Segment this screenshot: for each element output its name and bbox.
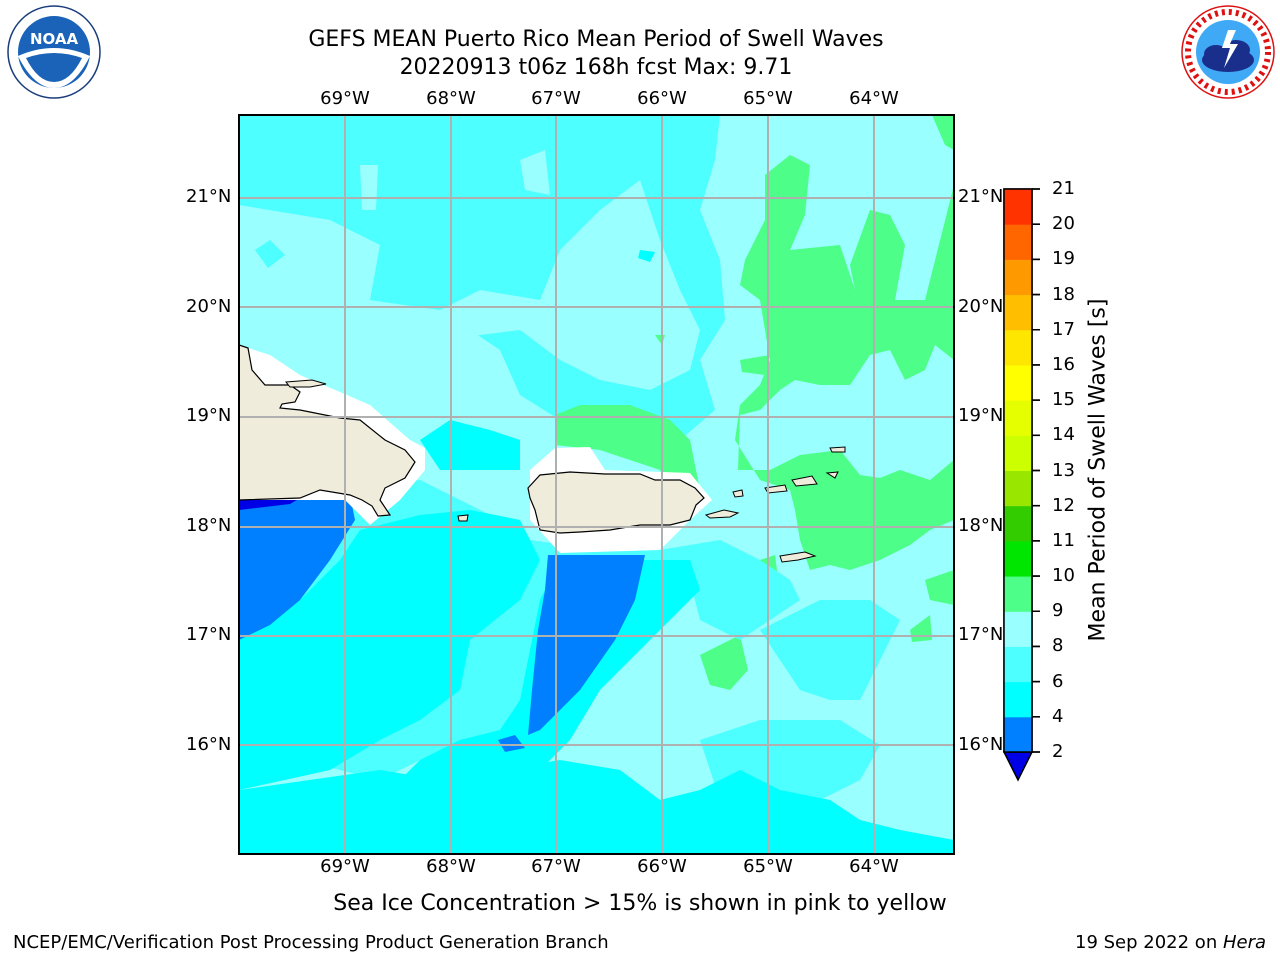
- lon-label-bottom: 64°W: [849, 856, 899, 877]
- lon-label-top: 67°W: [531, 88, 581, 109]
- colorbar-tick-label: 13: [1052, 459, 1075, 481]
- footer-host: Hera: [1222, 932, 1266, 953]
- lon-label-top: 66°W: [637, 88, 687, 109]
- contour-9-10: [932, 115, 954, 150]
- colorbar-segment: [1004, 259, 1032, 296]
- colorbar-under-arrow: [1002, 751, 1034, 782]
- colorbar-segment: [1004, 329, 1032, 366]
- colorbar-segment: [1004, 364, 1032, 401]
- hispaniola-land: [239, 344, 416, 517]
- colorbar-segment: [1004, 294, 1032, 331]
- map-title-line2: 20220913 t06z 168h fcst Max: 9.71: [399, 55, 793, 80]
- colorbar-segment: [1004, 189, 1032, 225]
- colorbar-segment: [1004, 224, 1032, 260]
- colorbar-tick-label: 20: [1052, 213, 1075, 235]
- colorbar-segment: [1004, 470, 1032, 507]
- lat-label-left: 19°N: [186, 405, 232, 426]
- footer-date-text: 19 Sep 2022 on: [1075, 932, 1223, 953]
- lon-label-top: 65°W: [743, 88, 793, 109]
- colorbar-tick-label: 4: [1052, 705, 1064, 727]
- colorbar-segment: [1004, 576, 1032, 612]
- colorbar-segment: [1004, 400, 1032, 436]
- colorbar-segment: [1004, 646, 1032, 683]
- colorbar-segment: [1004, 505, 1032, 542]
- noaa-logo: NOAA: [4, 4, 104, 100]
- colorbar-tick-label: 8: [1052, 635, 1064, 657]
- colorbar-tick-label: 16: [1052, 353, 1075, 375]
- colorbar-segment: [1004, 435, 1032, 471]
- colorbar-tick-label: 17: [1052, 318, 1075, 340]
- lat-label-left: 21°N: [186, 186, 232, 207]
- colorbar-segment: [1004, 716, 1032, 753]
- colorbar-segment: [1004, 435, 1032, 471]
- nws-logo: [1178, 4, 1278, 100]
- lat-label-right: 20°N: [958, 296, 1004, 317]
- colorbar-segment: [1004, 400, 1032, 436]
- colorbar-segment: [1004, 259, 1032, 296]
- footer-org: NCEP/EMC/Verification Post Processing Pr…: [13, 932, 609, 953]
- lat-label-right: 16°N: [958, 734, 1004, 755]
- lat-label-left: 17°N: [186, 624, 232, 645]
- colorbar-segment: [1004, 681, 1032, 718]
- colorbar-segment: [1004, 611, 1032, 647]
- colorbar-tick-label: 21: [1052, 178, 1075, 199]
- sea-ice-caption: Sea Ice Concentration > 15% is shown in …: [333, 891, 947, 916]
- lon-label-bottom: 66°W: [637, 856, 687, 877]
- colorbar-segment: [1004, 646, 1032, 683]
- land-mask: [239, 345, 425, 525]
- map-title-line1: GEFS MEAN Puerto Rico Mean Period of Swe…: [308, 27, 884, 52]
- colorbar-segment: [1004, 364, 1032, 401]
- colorbar-tick-label: 6: [1052, 670, 1064, 692]
- lat-label-left: 20°N: [186, 296, 232, 317]
- contour-8-9: [239, 180, 700, 390]
- map-frame: [238, 114, 955, 855]
- contour-2-4: [239, 495, 355, 640]
- lat-label-right: 17°N: [958, 624, 1004, 645]
- colorbar-segment: [1004, 294, 1032, 331]
- contour-6-8: [239, 115, 725, 440]
- colorbar-tick-label: 19: [1052, 248, 1075, 270]
- colorbar-segment: [1004, 224, 1032, 260]
- colorbar-segment: [1004, 189, 1032, 225]
- noaa-logo-text: NOAA: [30, 30, 79, 48]
- lon-label-top: 69°W: [320, 88, 370, 109]
- lon-label-bottom: 69°W: [320, 856, 370, 877]
- lat-label-right: 19°N: [958, 405, 1004, 426]
- contour-under-2: [239, 498, 300, 510]
- colorbar-tick-label: 15: [1052, 389, 1075, 411]
- lat-label-right: 18°N: [958, 515, 1004, 536]
- colorbar-segment: [1004, 716, 1032, 753]
- lat-label-right: 21°N: [958, 186, 1004, 207]
- colorbar-segment: [1004, 540, 1032, 577]
- colorbar: [1002, 188, 1040, 782]
- colorbar-segment: [1004, 576, 1032, 612]
- colorbar-segment: [1004, 470, 1032, 507]
- colorbar-segment: [1004, 505, 1032, 542]
- contour-8-9: [239, 115, 954, 854]
- lon-label-bottom: 67°W: [531, 856, 581, 877]
- lon-label-bottom: 68°W: [426, 856, 476, 877]
- lon-label-bottom: 65°W: [743, 856, 793, 877]
- lon-label-top: 68°W: [426, 88, 476, 109]
- graticule: [239, 115, 954, 854]
- contour-4-6: [239, 510, 540, 790]
- footer-date: 19 Sep 2022 on Hera: [1075, 932, 1266, 953]
- colorbar-tick-label: 2: [1052, 741, 1064, 762]
- lat-label-left: 18°N: [186, 515, 232, 536]
- lat-label-left: 16°N: [186, 734, 232, 755]
- colorbar-segment: [1004, 329, 1032, 366]
- puerto-rico-land: [527, 471, 705, 534]
- colorbar-tick-label: 18: [1052, 283, 1075, 305]
- colorbar-tick-label: 10: [1052, 565, 1075, 587]
- colorbar-segment: [1004, 540, 1032, 577]
- lon-label-top: 64°W: [849, 88, 899, 109]
- colorbar-tick-label: 14: [1052, 424, 1075, 446]
- colorbar-segment: [1004, 681, 1032, 718]
- colorbar-tick-label: 9: [1052, 600, 1064, 622]
- colorbar-tick-label: 11: [1052, 529, 1075, 551]
- colorbar-segment: [1004, 611, 1032, 647]
- colorbar-tick-label: 12: [1052, 494, 1075, 516]
- colorbar-frame: [1003, 188, 1033, 753]
- colorbar-label: Mean Period of Swell Waves [s]: [1085, 298, 1111, 642]
